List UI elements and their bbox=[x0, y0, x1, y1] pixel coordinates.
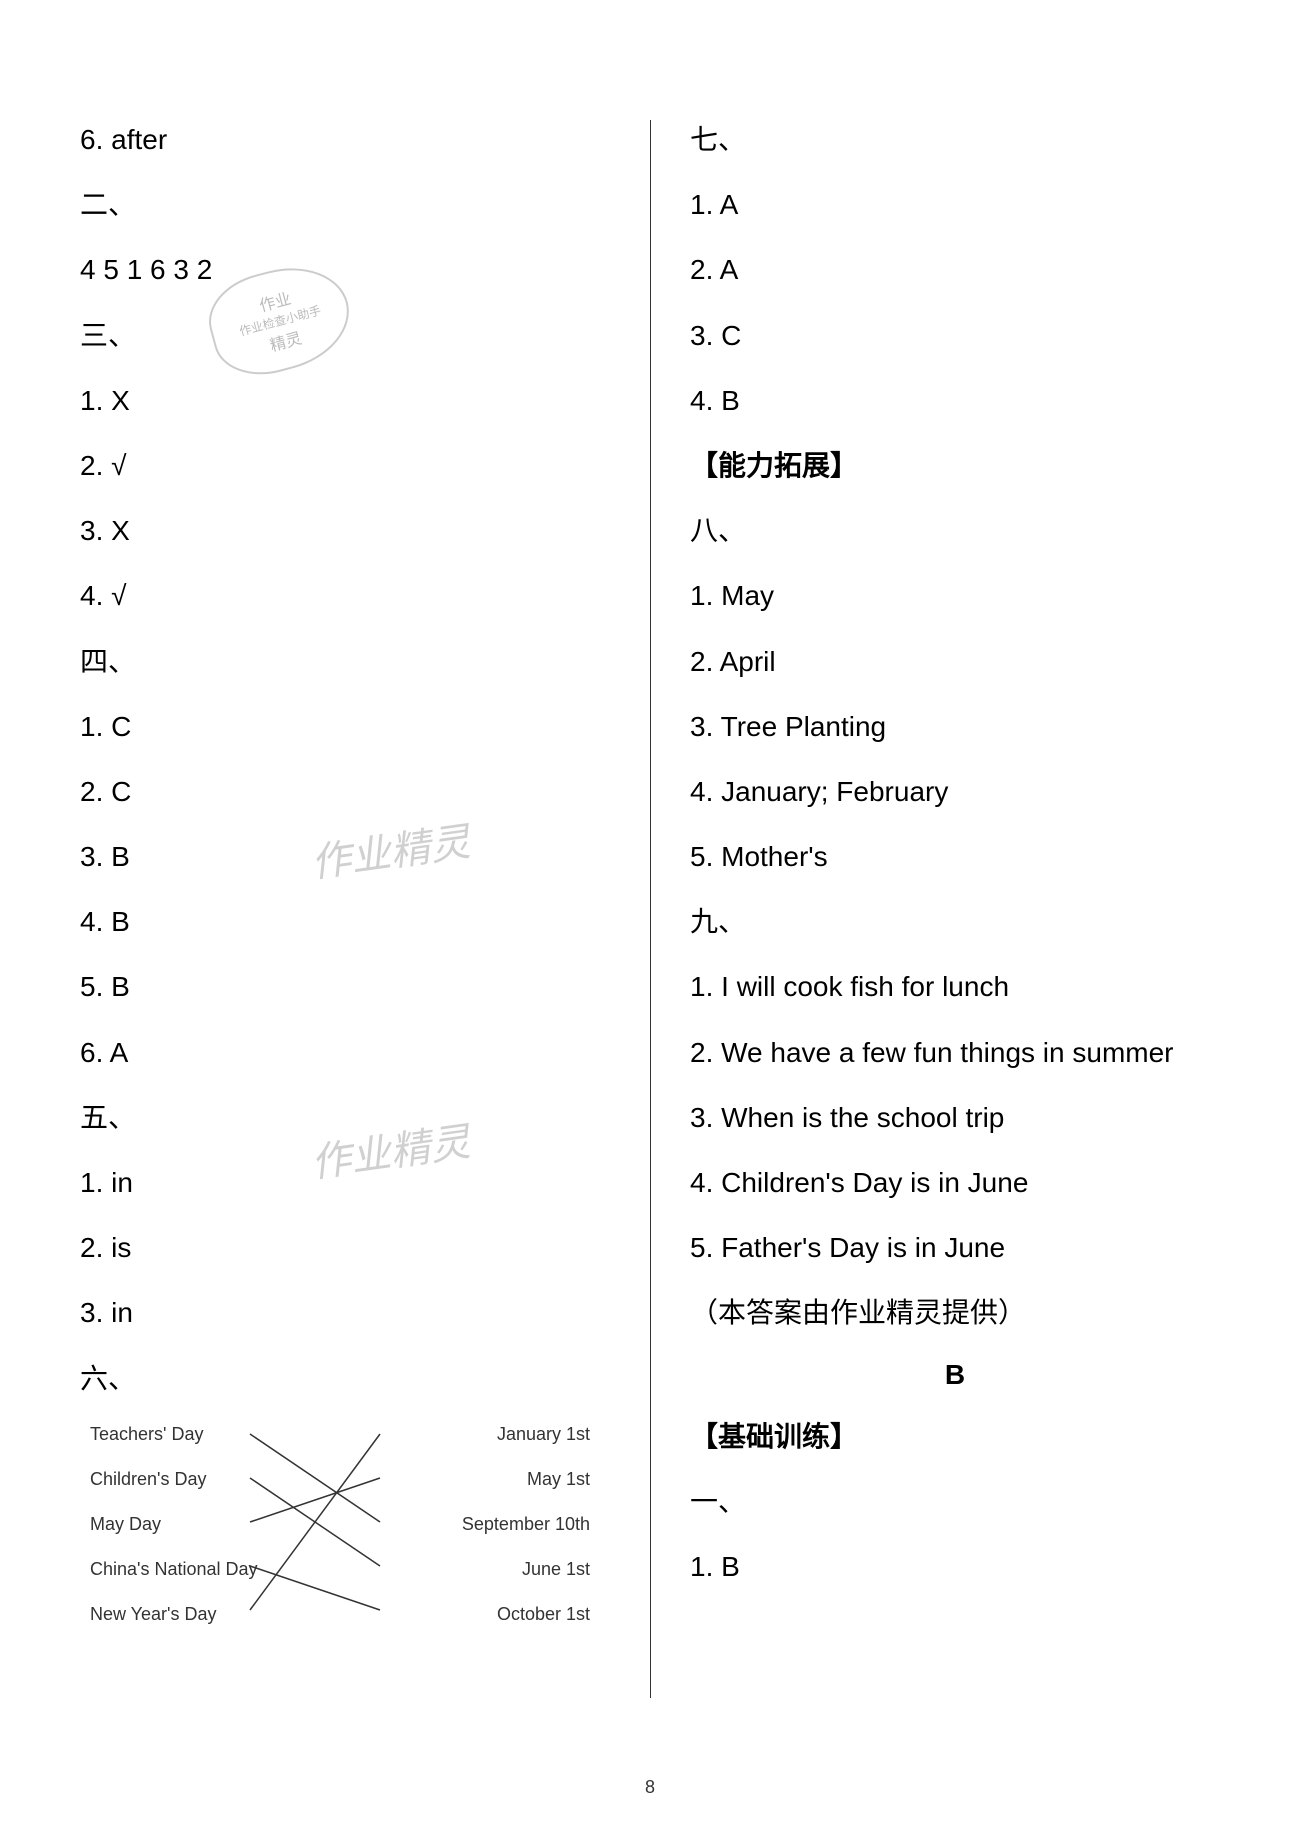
section-heading: 三、 bbox=[80, 316, 630, 355]
match-right-label: June 1st bbox=[522, 1559, 590, 1580]
answer-line: 3. When is the school trip bbox=[690, 1098, 1220, 1137]
answer-line: 1. in bbox=[80, 1163, 630, 1202]
section-heading: 四、 bbox=[80, 642, 630, 681]
section-heading: 七、 bbox=[690, 120, 1220, 159]
match-right-label: October 1st bbox=[497, 1604, 590, 1625]
answer-line: 1. B bbox=[690, 1547, 1220, 1586]
answer-line: 3. X bbox=[80, 511, 630, 550]
match-left-label: May Day bbox=[90, 1514, 161, 1535]
answer-line: 2. C bbox=[80, 772, 630, 811]
answer-line: 2. April bbox=[690, 642, 1220, 681]
answer-line: 5. B bbox=[80, 967, 630, 1006]
answer-line: 3. in bbox=[80, 1293, 630, 1332]
match-right-label: January 1st bbox=[497, 1424, 590, 1445]
column-divider bbox=[650, 120, 651, 1698]
section-heading: 五、 bbox=[80, 1098, 630, 1137]
answer-line: 6. A bbox=[80, 1033, 630, 1072]
answer-line: 2. We have a few fun things in summer bbox=[690, 1033, 1220, 1072]
answer-line: 3. Tree Planting bbox=[690, 707, 1220, 746]
answer-line: 1. C bbox=[80, 707, 630, 746]
answer-line: 4. √ bbox=[80, 576, 630, 615]
answer-line: 1. May bbox=[690, 576, 1220, 615]
credit-line: （本答案由作业精灵提供） bbox=[690, 1293, 1220, 1332]
answer-line: 1. X bbox=[80, 381, 630, 420]
match-row: China's National Day June 1st bbox=[80, 1559, 630, 1580]
match-row: Children's Day May 1st bbox=[80, 1469, 630, 1490]
answer-line: 3. B bbox=[80, 837, 630, 876]
match-left-label: New Year's Day bbox=[90, 1604, 217, 1625]
match-left-label: China's National Day bbox=[90, 1559, 258, 1580]
sub-heading: 【能力拓展】 bbox=[690, 446, 1220, 485]
sub-heading: 【基础训练】 bbox=[690, 1417, 1220, 1456]
match-row: May Day September 10th bbox=[80, 1514, 630, 1535]
answer-line: 4. January; February bbox=[690, 772, 1220, 811]
page-number: 8 bbox=[645, 1777, 655, 1798]
section-heading: 六、 bbox=[80, 1359, 630, 1398]
answer-line: 4. Children's Day is in June bbox=[690, 1163, 1220, 1202]
matching-diagram: Teachers' Day January 1st Children's Day Ma… bbox=[80, 1424, 630, 1625]
answer-line: 5. Mother's bbox=[690, 837, 1220, 876]
answer-line: 3. C bbox=[690, 316, 1220, 355]
match-row: New Year's Day October 1st bbox=[80, 1604, 630, 1625]
answer-line: 4. B bbox=[80, 902, 630, 941]
match-left-label: Teachers' Day bbox=[90, 1424, 203, 1445]
match-left-label: Children's Day bbox=[90, 1469, 206, 1490]
answer-line: 6. after bbox=[80, 120, 630, 159]
match-right-label: September 10th bbox=[462, 1514, 590, 1535]
answer-line: 2. is bbox=[80, 1228, 630, 1267]
answer-line: 2. √ bbox=[80, 446, 630, 485]
section-heading: 一、 bbox=[690, 1482, 1220, 1521]
answer-line: 5. Father's Day is in June bbox=[690, 1228, 1220, 1267]
section-heading: 九、 bbox=[690, 902, 1220, 941]
answer-line: 2. A bbox=[690, 250, 1220, 289]
match-row: Teachers' Day January 1st bbox=[80, 1424, 630, 1445]
match-right-label: May 1st bbox=[527, 1469, 590, 1490]
section-heading: 二、 bbox=[80, 185, 630, 224]
answer-line: 4 5 1 6 3 2 bbox=[80, 250, 630, 289]
left-column: 6. after 二、 4 5 1 6 3 2 三、 1. X 2. √ 3. … bbox=[80, 120, 650, 1778]
section-heading: 八、 bbox=[690, 511, 1220, 550]
right-column: 七、 1. A 2. A 3. C 4. B 【能力拓展】 八、 1. May … bbox=[650, 120, 1220, 1778]
section-letter: B bbox=[690, 1359, 1220, 1391]
answer-line: 1. A bbox=[690, 185, 1220, 224]
answer-line: 1. I will cook fish for lunch bbox=[690, 967, 1220, 1006]
answer-line: 4. B bbox=[690, 381, 1220, 420]
